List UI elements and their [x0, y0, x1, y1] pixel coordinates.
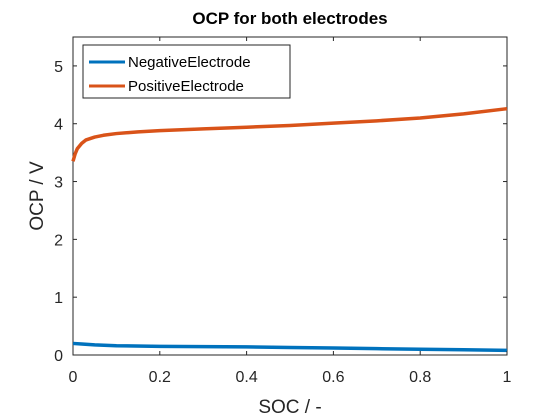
series-layer	[71, 106, 508, 353]
x-tick-label: 0.6	[322, 369, 344, 386]
y-axis-label: OCP / V	[27, 161, 48, 231]
y-tick-label: 2	[54, 232, 63, 249]
tick-layer: 0 0.2 0.4 0.6 0.8 1 0 1 2 3 4 5	[54, 37, 512, 386]
y-tick-label: 4	[54, 117, 63, 134]
x-tick-label: 0	[69, 369, 78, 386]
x-tick-label: 1	[503, 369, 512, 386]
legend-label-positive: PositiveElectrode	[128, 78, 244, 95]
y-tick-label: 5	[54, 59, 63, 76]
legend-box	[82, 44, 291, 99]
x-tick-label: 0.8	[409, 369, 431, 386]
x-tick-label: 0.4	[235, 369, 257, 386]
y-tick-label: 0	[54, 348, 63, 365]
y-tick-label: 1	[54, 290, 63, 307]
series-line-positive-electrode	[71, 106, 508, 162]
x-axis-label: SOC / -	[258, 397, 321, 418]
y-tick-label: 3	[54, 175, 63, 192]
series-line-negative-electrode	[72, 341, 508, 353]
legend: NegativeElectrode PositiveElectrode	[82, 44, 291, 99]
legend-label-negative: NegativeElectrode	[128, 54, 251, 71]
x-tick-label: 0.2	[149, 369, 171, 386]
chart-title: OCP for both electrodes	[192, 9, 387, 28]
